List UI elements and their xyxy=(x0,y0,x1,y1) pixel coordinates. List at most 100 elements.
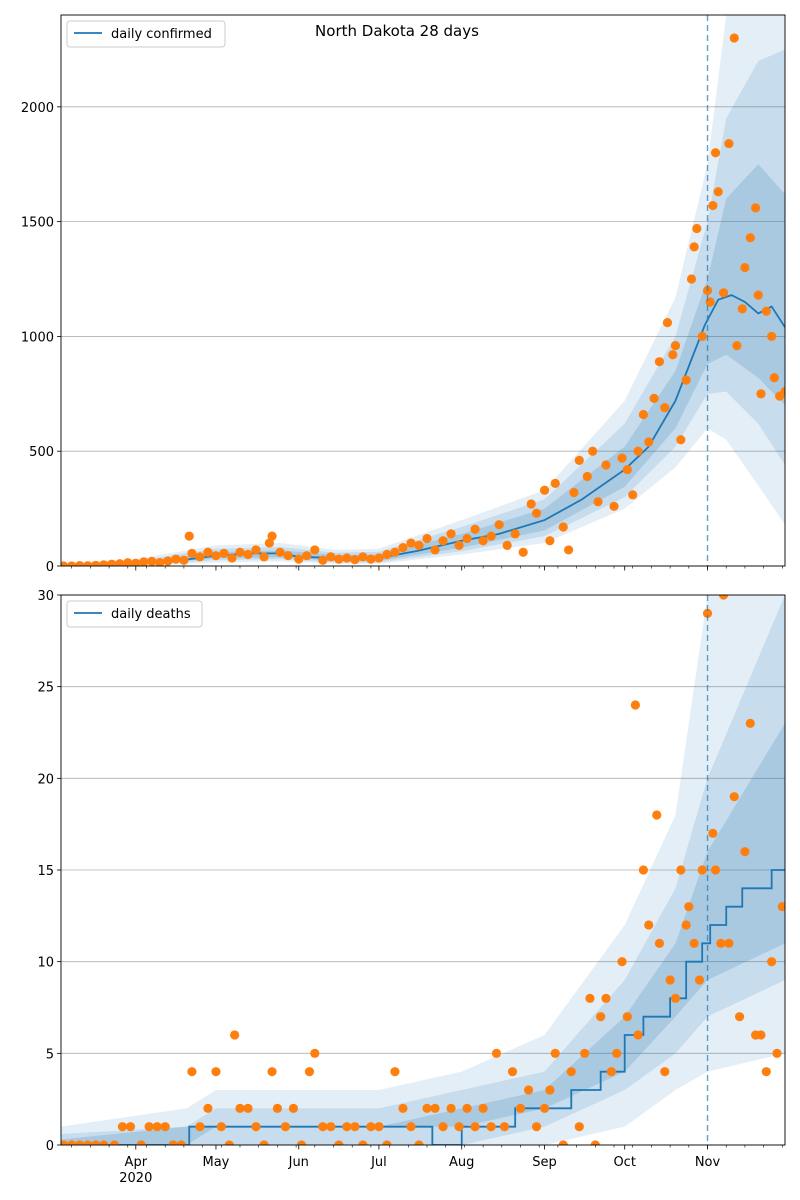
data-point xyxy=(358,1140,368,1145)
data-point xyxy=(326,1122,336,1132)
data-point xyxy=(398,1103,408,1113)
data-point xyxy=(462,533,472,544)
data-point xyxy=(545,536,555,546)
data-point xyxy=(350,554,360,565)
data-point xyxy=(267,1067,277,1077)
data-point xyxy=(697,865,707,875)
data-point xyxy=(470,524,480,534)
data-point xyxy=(136,1140,146,1145)
y-tick-label: 1500 xyxy=(21,216,54,231)
data-point xyxy=(751,203,761,213)
data-point xyxy=(374,1122,384,1132)
data-point xyxy=(622,1012,632,1022)
data-point xyxy=(470,1122,480,1132)
data-point xyxy=(187,1067,197,1077)
y-tick-label: 20 xyxy=(37,772,54,787)
data-point xyxy=(152,1122,162,1132)
data-point xyxy=(275,547,285,557)
model-line xyxy=(61,869,785,1145)
data-point xyxy=(446,1103,456,1113)
data-point xyxy=(596,1012,606,1022)
data-point xyxy=(724,138,734,149)
data-point xyxy=(777,902,785,912)
data-point xyxy=(526,499,536,509)
data-point xyxy=(366,554,376,564)
legend-label: daily confirmed xyxy=(111,27,212,42)
data-point xyxy=(729,33,739,43)
data-point xyxy=(582,471,592,482)
data-point xyxy=(195,1122,205,1132)
data-point xyxy=(259,552,269,562)
data-point xyxy=(612,1048,622,1058)
data-point xyxy=(414,540,424,550)
data-point xyxy=(539,485,550,495)
data-point xyxy=(780,386,785,397)
data-point xyxy=(294,554,304,564)
data-point xyxy=(745,233,755,243)
data-point xyxy=(662,318,673,328)
data-point xyxy=(601,460,611,470)
data-point xyxy=(139,557,149,566)
x-tick-label: Aug xyxy=(449,1155,474,1170)
axes-frame xyxy=(60,594,786,1146)
plot-content xyxy=(61,595,785,1145)
data-point xyxy=(243,1103,253,1113)
data-point xyxy=(454,1122,464,1132)
data-point xyxy=(590,1140,600,1145)
data-point xyxy=(454,540,464,550)
data-point xyxy=(486,531,496,541)
data-point xyxy=(740,262,750,273)
data-point xyxy=(756,1030,766,1040)
data-point xyxy=(652,810,662,820)
data-point xyxy=(689,938,699,948)
data-point xyxy=(99,560,109,566)
data-point xyxy=(494,520,504,530)
data-point xyxy=(569,487,579,498)
data-point xyxy=(243,549,253,560)
plot-area: 0 500 1000 1500 2000 xyxy=(21,14,786,575)
data-point xyxy=(708,200,718,211)
data-point xyxy=(585,993,595,1003)
data-point xyxy=(61,1140,69,1145)
x-tick-label: May xyxy=(203,1155,230,1170)
data-point xyxy=(67,561,77,566)
data-point xyxy=(772,1048,782,1058)
data-point xyxy=(264,538,274,548)
data-point xyxy=(374,553,384,563)
data-point xyxy=(692,223,702,234)
legend-box xyxy=(66,20,226,48)
y-tick-label: 5 xyxy=(46,1047,54,1062)
data-point xyxy=(767,957,777,967)
legend: daily confirmed xyxy=(66,20,226,48)
data-point xyxy=(531,508,542,518)
data-point xyxy=(203,1103,213,1113)
data-point xyxy=(163,556,173,566)
x-tick-year-label: 2020 xyxy=(119,1171,152,1186)
x-tick-label: Nov xyxy=(695,1155,721,1170)
data-point xyxy=(716,938,726,948)
data-point xyxy=(686,274,697,284)
data-point xyxy=(462,1103,472,1113)
data-point xyxy=(318,555,328,565)
data-point xyxy=(334,554,344,564)
data-point xyxy=(740,847,750,857)
data-point xyxy=(302,551,312,561)
data-point xyxy=(382,1140,392,1145)
data-point xyxy=(326,552,336,562)
data-point xyxy=(617,957,627,967)
data-point xyxy=(91,1140,101,1145)
data-point xyxy=(216,1122,226,1132)
data-point xyxy=(75,560,85,566)
data-point xyxy=(574,455,584,465)
data-point xyxy=(422,1103,432,1113)
data-point xyxy=(756,389,766,399)
data-point xyxy=(304,1067,315,1077)
data-point xyxy=(638,409,649,420)
data-point xyxy=(545,1085,555,1095)
data-point xyxy=(486,1122,496,1132)
data-point xyxy=(491,1048,502,1058)
x-tick-label: Jul xyxy=(370,1155,387,1170)
data-point xyxy=(478,536,488,546)
data-point xyxy=(75,1140,85,1145)
